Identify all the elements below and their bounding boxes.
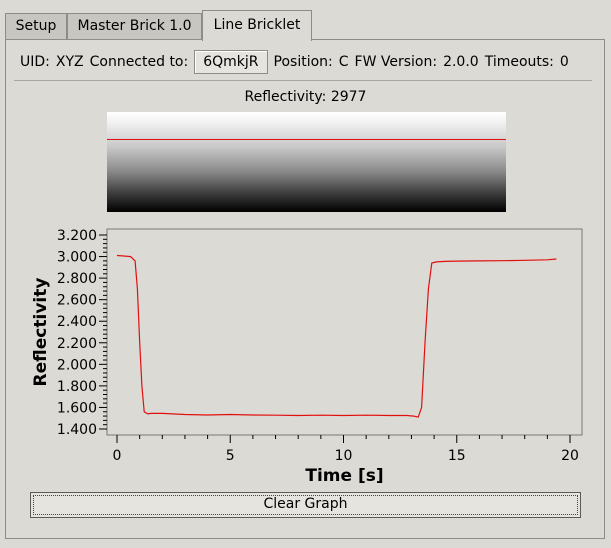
connected-label: Connected to: (89, 54, 189, 70)
device-info-row: UID: XYZ Connected to: 6QmkjR Position: … (20, 49, 575, 75)
uid-value: XYZ (55, 54, 84, 70)
series-line-0 (116, 254, 557, 418)
y-tick-label: 2.400 (57, 314, 97, 330)
reflectivity-gradient-bar (107, 112, 506, 212)
y-tick-label: 2.200 (57, 336, 97, 352)
reflectivity-label: Reflectivity: 2977 (244, 89, 367, 105)
y-tick-label: 1.400 (57, 422, 97, 438)
y-tick-label: 3.200 (57, 228, 97, 244)
tab-line-bricklet-label: Line Bricklet (213, 17, 301, 33)
uid-label: UID: (20, 54, 50, 70)
x-tick-label: 10 (335, 448, 353, 464)
y-tick-label: 1.800 (57, 379, 97, 395)
x-tick-label: 15 (448, 448, 466, 464)
fw-version-value: 2.0.0 (443, 54, 479, 70)
y-tick-label: 2.000 (57, 357, 97, 373)
reflectivity-marker (107, 139, 506, 140)
x-tick-label: 0 (113, 448, 122, 464)
clear-graph-button[interactable]: Clear Graph (30, 492, 581, 518)
x-tick-label: 20 (561, 448, 579, 464)
tab-master-brick[interactable]: Master Brick 1.0 (67, 13, 202, 39)
position-value: C (338, 54, 349, 70)
plot-area (106, 228, 583, 436)
reflectivity-plot: 1.400 1.600 1.800 2.000 2.200 2.400 2.600 2.800… (31, 228, 583, 486)
reflectivity-graph: 1.400 1.600 1.800 2.000 2.200 2.400 2.600 2.800… (0, 222, 611, 492)
connected-uid-button[interactable]: 6QmkjR (194, 50, 268, 74)
y-tick-label: 2.800 (57, 271, 97, 287)
y-tick-label: 3.000 (57, 250, 97, 266)
x-axis-label: Time [s] (305, 466, 383, 486)
timeouts-value: 0 (559, 54, 569, 70)
y-tick-label: 2.600 (57, 293, 97, 309)
y-tick-label: 1.600 (57, 400, 97, 416)
separator (14, 80, 592, 81)
tab-setup-label: Setup (15, 18, 57, 34)
tab-line-bricklet[interactable]: Line Bricklet (202, 10, 312, 41)
timeouts-label: Timeouts: (484, 54, 554, 70)
tab-setup[interactable]: Setup (5, 13, 67, 39)
position-label: Position: (273, 54, 333, 70)
clear-graph-label: Clear Graph (263, 496, 348, 512)
x-tick-label: 5 (226, 448, 235, 464)
y-axis-label: Reflectivity (31, 278, 51, 387)
tab-master-brick-label: Master Brick 1.0 (77, 18, 192, 34)
fw-version-label: FW Version: (354, 54, 438, 70)
